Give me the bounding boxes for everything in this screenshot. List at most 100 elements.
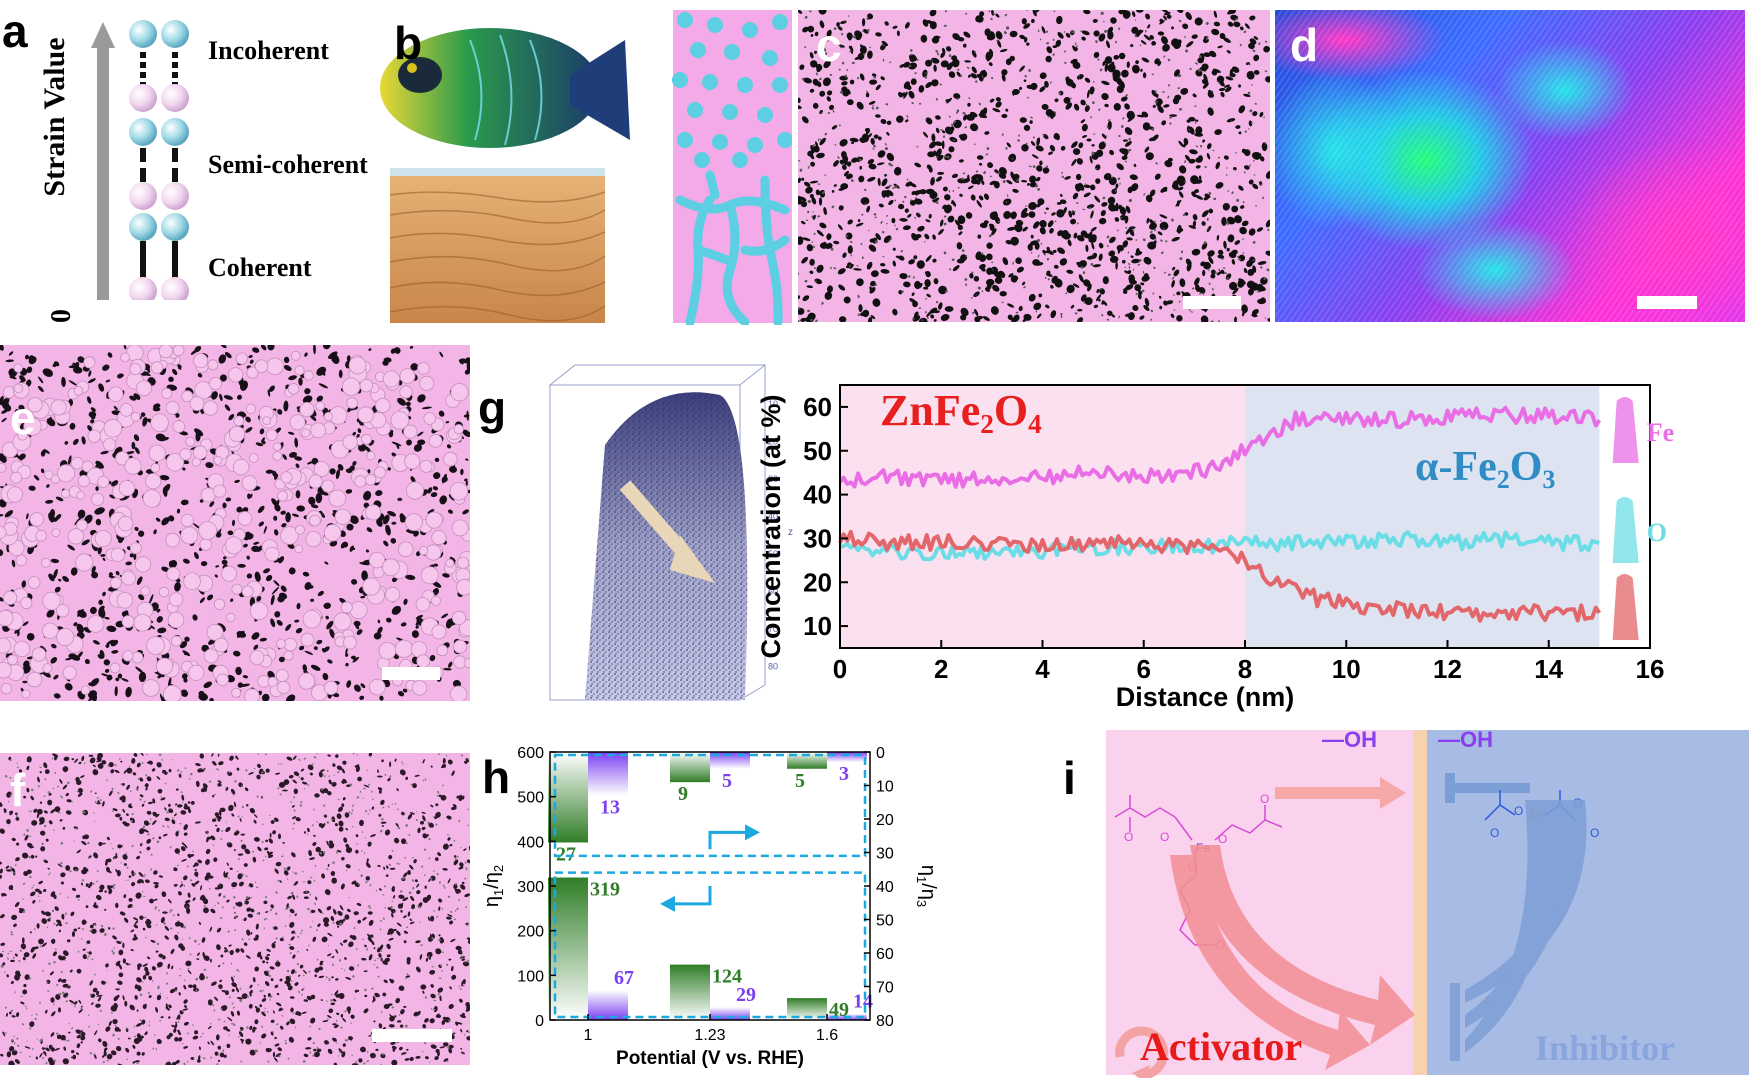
y-axis-label: Concentration (at %) xyxy=(760,394,786,658)
panel-d: d xyxy=(1275,10,1745,322)
panel-label-c: c xyxy=(816,19,842,71)
scale-bar-f xyxy=(372,1029,452,1042)
x-tick-0: 0 xyxy=(833,654,847,684)
region-label-znfe2o4: ZnFe2O4 xyxy=(880,386,1042,439)
label-left-green-1.23: 124 xyxy=(712,966,742,988)
z-tick-80: 80 xyxy=(768,662,778,672)
analogy-illustration xyxy=(380,10,792,325)
right-tick-40: 40 xyxy=(876,879,894,896)
x-tick-6: 6 xyxy=(1137,654,1151,684)
h-x-axis-label: Potential (V vs. RHE) xyxy=(616,1048,804,1069)
level-semi-coherent: Semi-coherent xyxy=(208,150,368,179)
arrow-to-interface xyxy=(1275,777,1406,809)
legend-tip-fe xyxy=(1612,397,1639,463)
x-tick-10: 10 xyxy=(1332,654,1361,684)
y-tick-50: 50 xyxy=(803,436,832,466)
strain-axis-zero: 0 xyxy=(46,309,77,323)
bar-right-purple-1 xyxy=(588,752,628,796)
strain-diagram xyxy=(91,20,189,300)
scale-bar-c xyxy=(1183,296,1241,309)
level-coherent: Coherent xyxy=(208,253,312,282)
z-tick-20: 20 xyxy=(768,437,778,447)
label-right-purple-1.23: 5 xyxy=(722,770,732,792)
label-left-green-1: 319 xyxy=(590,879,620,901)
level-incoherent: Incoherent xyxy=(208,36,329,65)
z-tick-10: 10 xyxy=(768,399,778,409)
bar-left-green-1.6 xyxy=(787,998,827,1020)
label-left-purple-1: 67 xyxy=(614,967,634,989)
panel-label-a: a xyxy=(2,5,28,57)
right-tick-30: 30 xyxy=(876,846,894,863)
right-tick-20: 20 xyxy=(876,812,894,829)
z-tick-30: 30 xyxy=(768,474,778,484)
right-tick-80: 80 xyxy=(876,1013,894,1030)
fish-image xyxy=(380,28,630,148)
panel-f: f xyxy=(0,753,470,1065)
panel-g: g 10 20 30 40 50 60 70 80 z xyxy=(470,355,1749,725)
label-right-purple-1: 13 xyxy=(600,797,620,819)
x-category-1.6: 1.6 xyxy=(816,1027,838,1044)
left-tick-300: 300 xyxy=(517,879,544,896)
y-tick-40: 40 xyxy=(803,480,832,510)
left-tick-200: 200 xyxy=(517,924,544,941)
x-tick-4: 4 xyxy=(1035,654,1050,684)
z-tick-70: 70 xyxy=(768,624,778,634)
z-tick-50: 50 xyxy=(768,549,778,559)
sem-image-e xyxy=(0,345,470,701)
right-tick-70: 70 xyxy=(876,980,894,997)
bar-left-green-1.23 xyxy=(670,964,710,1020)
panel-label-f: f xyxy=(10,764,26,816)
sem-image-c xyxy=(798,10,1270,322)
panel-label-h: h xyxy=(482,751,511,803)
left-tick-500: 500 xyxy=(517,790,544,807)
y-tick-10: 10 xyxy=(803,611,832,641)
left-tick-100: 100 xyxy=(517,968,544,985)
legend-tip-zn xyxy=(1612,574,1639,640)
series-fe xyxy=(838,405,1602,489)
panel-label-d: d xyxy=(1290,19,1319,71)
legend-label-o: O xyxy=(1647,518,1667,547)
sem-image-f xyxy=(0,753,470,1065)
legend-label-fe: Fe xyxy=(1647,418,1674,447)
x-axis-label: Distance (nm) xyxy=(1116,682,1295,712)
concentration-chart: ZnFe2O4 α-Fe2O3 0 2 4 6 8 10 12 14 16 10 20 30 40 50 60 D… xyxy=(760,384,1674,712)
panel-e: e xyxy=(0,345,470,701)
x-tick-16: 16 xyxy=(1636,654,1665,684)
label-left-purple-1.6: 14 xyxy=(853,991,873,1013)
series-zn xyxy=(838,529,1602,623)
z-tick-40: 40 xyxy=(768,512,778,522)
right-tick-50: 50 xyxy=(876,913,894,930)
z-tick-60: 60 xyxy=(768,587,778,597)
activator-label: Activator xyxy=(1140,1024,1302,1069)
region-label-fe2o3: α-Fe2O3 xyxy=(1415,444,1555,494)
dots-schematic xyxy=(673,10,792,168)
y-tick-20: 20 xyxy=(803,567,832,597)
panel-label-e: e xyxy=(10,392,36,444)
panel-label-g: g xyxy=(478,382,507,434)
x-category-1: 1 xyxy=(584,1027,593,1044)
desert-image xyxy=(389,168,606,323)
x-tick-12: 12 xyxy=(1433,654,1462,684)
left-tick-0: 0 xyxy=(535,1013,544,1030)
oh-label-right: —OH xyxy=(1438,727,1493,752)
label-right-green-1.6: 5 xyxy=(795,770,805,792)
bar-right-green-1.23 xyxy=(670,752,710,783)
region-1 xyxy=(1245,385,1600,648)
scale-bar-e xyxy=(382,667,440,680)
label-left-purple-1.23: 29 xyxy=(736,984,756,1006)
strain-axis-label: Strain Value xyxy=(38,37,71,197)
region-0 xyxy=(840,385,1245,648)
h-right-axis-label: η1/η3 xyxy=(914,865,939,907)
panel-h: h 319 67 27 13 124 29 9 5 49 14 5 3 0 100 200 300 400 500… xyxy=(470,740,1010,1078)
panel-c: c xyxy=(798,10,1270,322)
x-tick-14: 14 xyxy=(1534,654,1563,684)
bar-right-purple-1.6 xyxy=(827,752,867,763)
legend-tip-o xyxy=(1612,497,1639,563)
left-tick-600: 600 xyxy=(517,745,544,762)
x-tick-8: 8 xyxy=(1238,654,1252,684)
inhibitor-label: Inhibitor xyxy=(1535,1028,1675,1068)
right-tick-0: 0 xyxy=(876,745,885,762)
left-tick-400: 400 xyxy=(517,834,544,851)
oh-label-left: —OH xyxy=(1322,727,1377,752)
